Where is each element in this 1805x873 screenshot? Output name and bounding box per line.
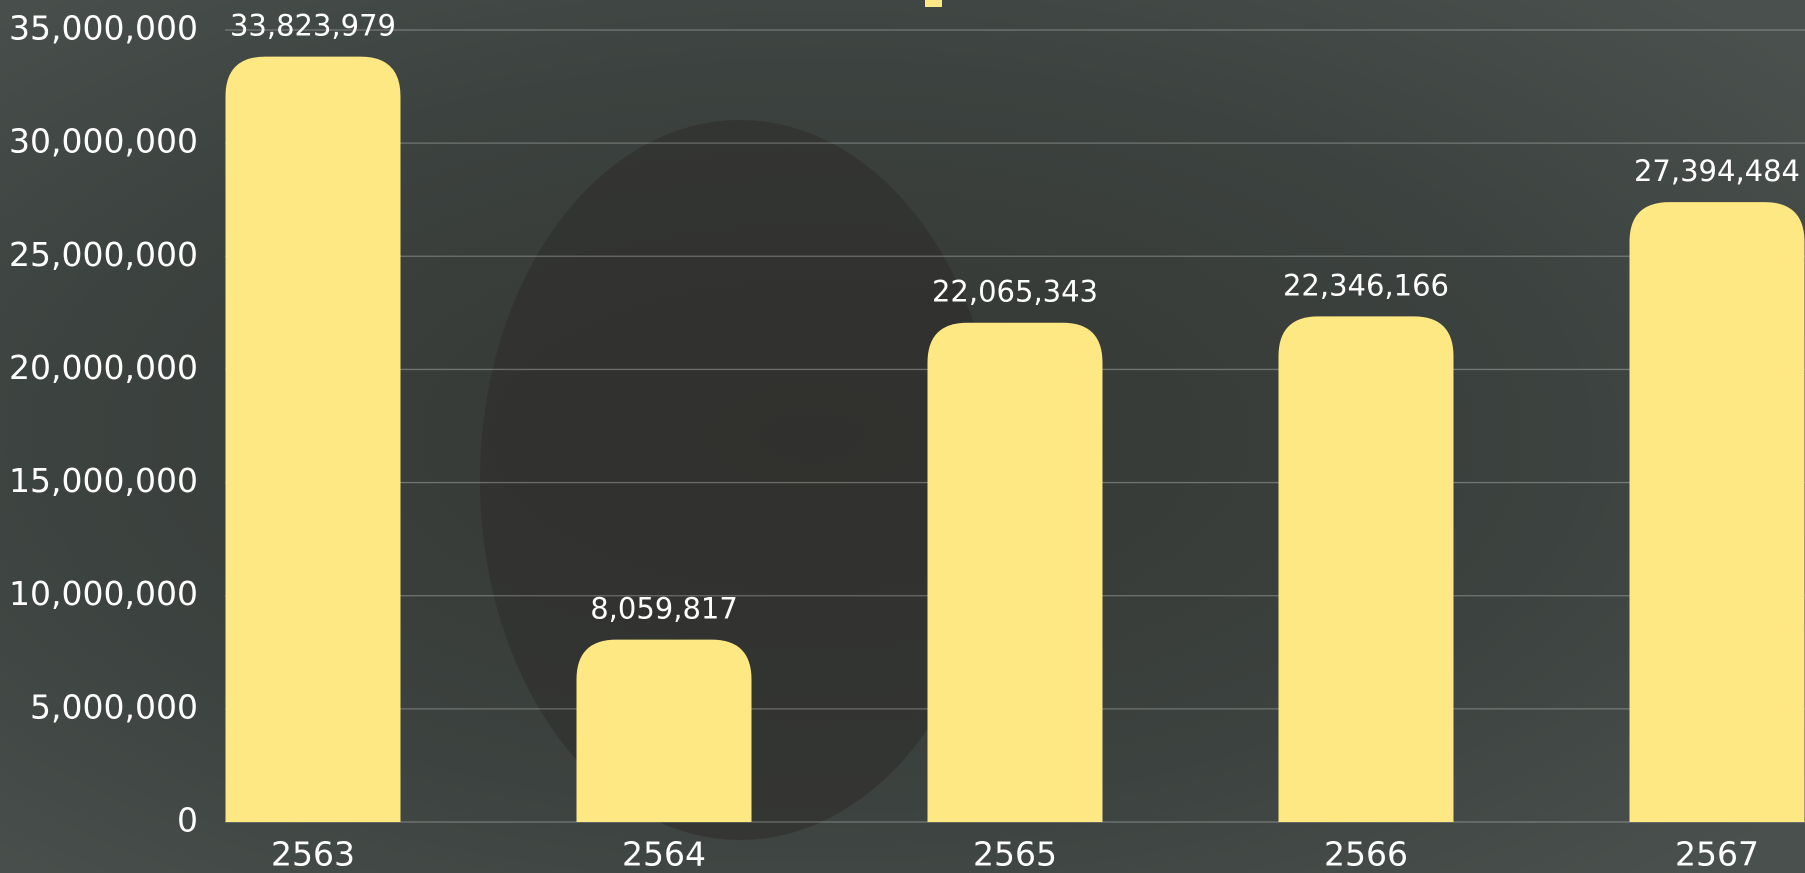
y-tick-label: 5,000,000 bbox=[30, 687, 198, 726]
bar bbox=[577, 640, 752, 822]
y-tick-label: 0 bbox=[177, 801, 198, 840]
y-tick-label: 35,000,000 bbox=[9, 9, 198, 48]
y-tick-label: 25,000,000 bbox=[9, 235, 198, 274]
value-label: 8,059,817 bbox=[590, 592, 738, 626]
x-tick-label: 2567 bbox=[1675, 835, 1759, 873]
y-tick-label: 20,000,000 bbox=[9, 348, 198, 387]
y-tick-label: 30,000,000 bbox=[9, 122, 198, 161]
y-tick-label: 10,000,000 bbox=[9, 574, 198, 613]
bar bbox=[928, 323, 1103, 822]
x-tick-label: 2563 bbox=[271, 835, 355, 873]
value-label: 22,065,343 bbox=[932, 275, 1098, 309]
bar bbox=[226, 57, 401, 822]
chart: 0 5,000,000 10,000,000 15,000,000 20,000,000… bbox=[0, 0, 1805, 873]
bar bbox=[1279, 316, 1454, 822]
legend-swatch bbox=[925, 0, 942, 7]
x-tick-label: 2564 bbox=[622, 835, 706, 873]
x-tick-label: 2565 bbox=[973, 835, 1057, 873]
bar bbox=[1630, 202, 1805, 822]
value-label: 22,346,166 bbox=[1283, 268, 1449, 302]
page: {"chart_data": {"type": "bar", "categori… bbox=[0, 0, 1805, 873]
x-tick-label: 2566 bbox=[1324, 835, 1408, 873]
value-label: 27,394,484 bbox=[1634, 154, 1800, 188]
value-label: 33,823,979 bbox=[230, 9, 396, 43]
y-tick-label: 15,000,000 bbox=[9, 461, 198, 500]
